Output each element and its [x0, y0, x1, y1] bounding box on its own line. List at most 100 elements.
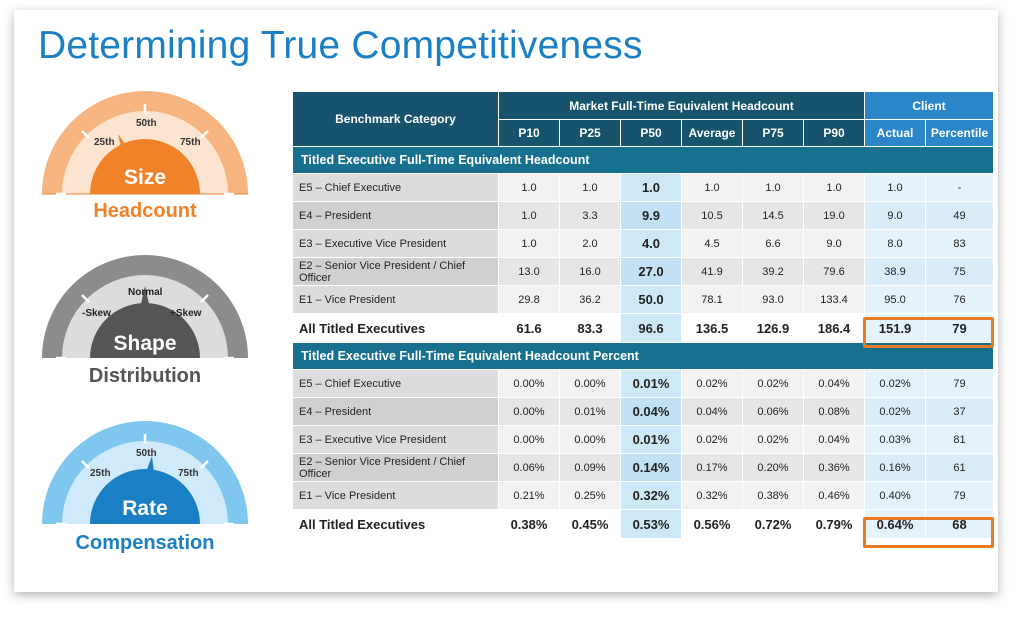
benchmark-table-wrap: Benchmark Category Market Full-Time Equi… — [291, 91, 995, 548]
size-tick-50: 50th — [136, 118, 157, 129]
table-cell: 0.46% — [802, 481, 866, 510]
benchmark-table: Benchmark Category Market Full-Time Equi… — [291, 91, 995, 539]
rate-tick-75: 75th — [178, 468, 199, 479]
table-row: E1 – Vice President 29.8 36.2 50.0 78.1 93.0 1… — [292, 285, 995, 314]
table-cell: 10.5 — [681, 201, 743, 230]
table-cell: 9.9 — [620, 201, 682, 230]
total-row: All Titled Executives 61.6 83.3 96.6 136.5 12… — [292, 313, 995, 343]
table-cell: 0.00% — [559, 369, 621, 398]
highlight-total-headcount — [863, 317, 994, 348]
table-cell: 39.2 — [742, 257, 804, 286]
row-category: E4 – President — [292, 397, 499, 426]
table-cell: 76 — [925, 285, 995, 314]
table-cell: 126.9 — [742, 313, 804, 343]
table-cell: 83 — [925, 229, 995, 258]
table-cell: 61.6 — [498, 313, 560, 343]
table-cell: 96.6 — [620, 313, 682, 343]
table-cell: 1.0 — [498, 229, 560, 258]
table-cell: 0.56% — [681, 509, 743, 539]
size-gauge: 25th 50th 75th Size — [42, 86, 248, 196]
table-cell: 79 — [925, 481, 995, 510]
shape-gauge: -Skew Normal +Skew Shape — [42, 254, 248, 364]
table-cell: 0.32% — [681, 481, 743, 510]
table-cell: 0.79% — [802, 509, 866, 539]
table-cell: 0.08% — [802, 397, 866, 426]
table-cell: 0.06% — [498, 453, 560, 482]
table-cell: 0.04% — [802, 369, 866, 398]
shape-tick-right: +Skew — [170, 308, 202, 319]
row-category: E2 – Senior Vice President / Chief Offic… — [292, 257, 499, 286]
table-cell: 186.4 — [802, 313, 866, 343]
page-title: Determining True Competitiveness — [38, 24, 643, 67]
table-cell: 1.0 — [742, 173, 804, 202]
table-cell: 0.02% — [864, 369, 927, 398]
table-cell: 0.06% — [742, 397, 804, 426]
table-row: E4 – President 1.0 3.3 9.9 10.5 14.5 19.0 9.0 49 — [292, 201, 995, 230]
table-cell: 75 — [925, 257, 995, 286]
table-cell: 0.02% — [681, 425, 743, 454]
table-cell: 61 — [925, 453, 995, 482]
rate-gauge: 25th 50th 75th Rate — [42, 418, 248, 528]
table-row: E4 – President 0.00% 0.01% 0.04% 0.04% 0.06% 0… — [292, 397, 995, 426]
table-cell: 0.02% — [681, 369, 743, 398]
rate-gauge-label: Rate — [122, 497, 168, 520]
table-cell: 79 — [925, 369, 995, 398]
shape-tick-left: -Skew — [82, 308, 111, 319]
row-category: E1 – Vice President — [292, 285, 499, 314]
table-row: E1 – Vice President 0.21% 0.25% 0.32% 0.32% 0… — [292, 481, 995, 510]
table-body: Titled Executive Full-Time Equivalent He… — [291, 146, 995, 539]
row-category: E4 – President — [292, 201, 499, 230]
table-cell: 0.01% — [620, 425, 682, 454]
table-cell: 13.0 — [498, 257, 560, 286]
table-cell: 0.02% — [864, 397, 927, 426]
table-cell: 1.0 — [864, 173, 927, 202]
table-cell: 0.14% — [620, 453, 682, 482]
table-cell: 37 — [925, 397, 995, 426]
table-cell: 0.04% — [620, 397, 682, 426]
shape-gauge-icon: -Skew Normal +Skew Shape — [42, 255, 248, 360]
table-cell: 81 — [925, 425, 995, 454]
col-p25: P25 — [559, 119, 621, 147]
table-cell: 0.40% — [864, 481, 927, 510]
table-cell: 8.0 — [864, 229, 927, 258]
row-category: E5 – Chief Executive — [292, 173, 499, 202]
table-cell: 0.20% — [742, 453, 804, 482]
col-p75: P75 — [742, 119, 804, 147]
header-benchmark-category: Benchmark Category — [292, 91, 499, 147]
table-cell: 0.00% — [498, 397, 560, 426]
table-cell: 36.2 — [559, 285, 621, 314]
row-category: E5 – Chief Executive — [292, 369, 499, 398]
size-tick-25: 25th — [94, 137, 115, 148]
table-cell: 0.00% — [559, 425, 621, 454]
rate-tick-25: 25th — [90, 468, 111, 479]
table-cell: 95.0 — [864, 285, 927, 314]
highlight-total-percent — [863, 517, 994, 548]
table-cell: 3.3 — [559, 201, 621, 230]
table-cell: 0.38% — [498, 509, 560, 539]
rate-tick-50: 50th — [136, 448, 157, 459]
table-cell: 0.25% — [559, 481, 621, 510]
table-cell: 0.45% — [559, 509, 621, 539]
table-row: E2 – Senior Vice President / Chief Offic… — [292, 453, 995, 482]
table-cell: 1.0 — [802, 173, 866, 202]
table-row: E5 – Chief Executive 1.0 1.0 1.0 1.0 1.0 1.0 1.… — [292, 173, 995, 202]
table-cell: 83.3 — [559, 313, 621, 343]
table-cell: 50.0 — [620, 285, 682, 314]
table-cell: 38.9 — [864, 257, 927, 286]
table-row: E3 – Executive Vice President 0.00% 0.00% 0… — [292, 425, 995, 454]
table-cell: 133.4 — [802, 285, 866, 314]
table-cell: 9.0 — [802, 229, 866, 258]
table-cell: 0.01% — [559, 397, 621, 426]
table-row: E5 – Chief Executive 0.00% 0.00% 0.01% 0.02%… — [292, 369, 995, 398]
table-cell: 1.0 — [681, 173, 743, 202]
col-p90: P90 — [802, 119, 866, 147]
compensation-caption: Compensation — [75, 532, 215, 554]
row-category: E1 – Vice President — [292, 481, 499, 510]
table-cell: 0.16% — [864, 453, 927, 482]
table-cell: 0.09% — [559, 453, 621, 482]
table-cell: 1.0 — [498, 201, 560, 230]
table-cell: 6.6 — [742, 229, 804, 258]
rate-gauge-icon: 25th 50th 75th Rate — [42, 421, 248, 526]
table-cell: 19.0 — [802, 201, 866, 230]
table-cell: 78.1 — [681, 285, 743, 314]
